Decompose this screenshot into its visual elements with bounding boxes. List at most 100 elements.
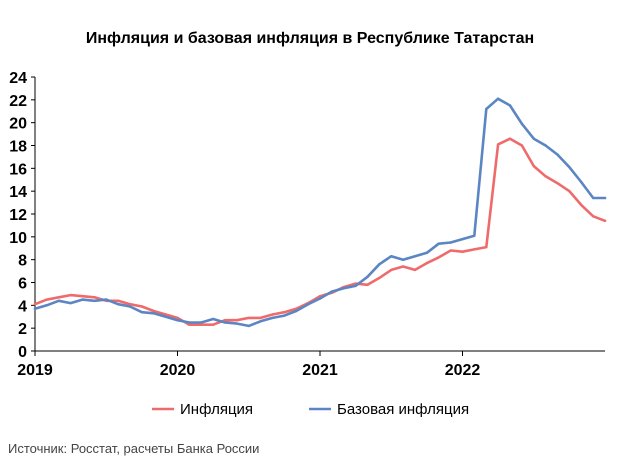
data-point <box>57 296 60 299</box>
data-point <box>247 324 250 328</box>
y-tick-label: 20 <box>9 116 27 133</box>
data-point <box>449 241 452 244</box>
data-point <box>247 316 250 320</box>
data-point <box>556 182 559 185</box>
data-point <box>176 316 179 320</box>
data-point <box>318 297 322 300</box>
y-tick-label: 14 <box>9 184 27 201</box>
y-tick-label: 22 <box>9 93 27 110</box>
data-point <box>33 307 37 310</box>
data-point <box>105 298 108 301</box>
x-tick-label: 2021 <box>302 362 338 379</box>
data-point <box>57 299 60 302</box>
data-point <box>461 250 464 253</box>
data-point <box>307 303 310 306</box>
y-tick-label: 24 <box>9 70 27 87</box>
data-point <box>259 316 262 320</box>
data-point <box>354 284 357 288</box>
source-note: Источник: Росстат, расчеты Банка России <box>8 441 260 456</box>
data-point <box>603 219 607 222</box>
data-point <box>271 316 274 320</box>
data-point <box>33 303 37 306</box>
data-point <box>378 263 381 266</box>
chart-title: Инфляция и базовая инфляция в Республике… <box>85 30 535 47</box>
y-tick-label: 10 <box>9 230 27 247</box>
data-point <box>592 215 595 218</box>
legend-label: Инфляция <box>180 401 253 418</box>
data-point <box>592 196 595 200</box>
data-point <box>81 295 84 298</box>
y-tick-label: 4 <box>18 298 27 315</box>
data-point <box>235 322 239 325</box>
data-point <box>81 298 84 301</box>
data-point <box>366 275 369 278</box>
data-point <box>366 283 369 286</box>
data-point <box>603 196 607 200</box>
data-point <box>508 137 512 140</box>
data-point <box>200 323 203 326</box>
data-point <box>330 290 333 293</box>
data-point <box>211 323 215 326</box>
data-point <box>176 319 179 322</box>
data-point <box>283 314 286 317</box>
x-tick-label: 2020 <box>160 362 196 379</box>
x-ticks: 2019 2020 2021 2022 <box>17 351 480 379</box>
y-tick-label: 0 <box>18 344 27 361</box>
data-point <box>271 313 274 316</box>
data-point <box>473 234 476 237</box>
data-point <box>283 311 286 314</box>
data-point <box>69 293 72 297</box>
data-point <box>437 256 440 259</box>
data-point <box>580 180 583 184</box>
series-line <box>33 97 607 328</box>
data-point <box>164 313 167 316</box>
y-tick-label: 18 <box>9 139 27 156</box>
data-point <box>496 143 500 146</box>
data-point <box>188 323 191 326</box>
data-point <box>93 299 96 302</box>
data-point <box>449 249 452 252</box>
y-tick-label: 16 <box>9 161 27 178</box>
data-point <box>532 137 535 140</box>
data-point <box>496 97 500 100</box>
series-group <box>33 97 607 328</box>
data-point <box>390 268 393 272</box>
data-point <box>116 299 120 302</box>
y-tick-label: 8 <box>18 253 27 270</box>
x-tick-label: 2022 <box>445 362 481 379</box>
data-point <box>580 203 583 207</box>
data-point <box>128 303 132 306</box>
data-point <box>544 175 547 178</box>
data-point <box>425 261 429 265</box>
data-point <box>485 107 488 111</box>
data-point <box>152 312 155 315</box>
data-point <box>69 301 72 305</box>
data-point <box>152 309 155 313</box>
data-point <box>164 315 167 318</box>
data-point <box>520 144 524 147</box>
data-point <box>556 153 559 156</box>
data-point <box>568 190 571 193</box>
data-point <box>425 251 429 254</box>
legend: Инфляция Базовая инфляция <box>152 401 469 418</box>
data-point <box>473 248 476 251</box>
data-point <box>45 298 48 301</box>
y-tick-label: 12 <box>9 207 27 224</box>
data-point <box>295 309 298 313</box>
data-point <box>93 296 96 299</box>
data-point <box>223 319 227 322</box>
data-point <box>520 122 524 126</box>
data-point <box>413 268 417 272</box>
data-point <box>568 166 571 169</box>
data-point <box>437 242 440 245</box>
data-point <box>390 255 393 258</box>
data-point <box>401 258 405 261</box>
data-point <box>188 321 191 324</box>
data-point <box>342 287 345 290</box>
data-point <box>45 304 48 307</box>
data-point <box>532 164 535 168</box>
data-point <box>544 144 547 147</box>
data-point <box>413 255 417 258</box>
